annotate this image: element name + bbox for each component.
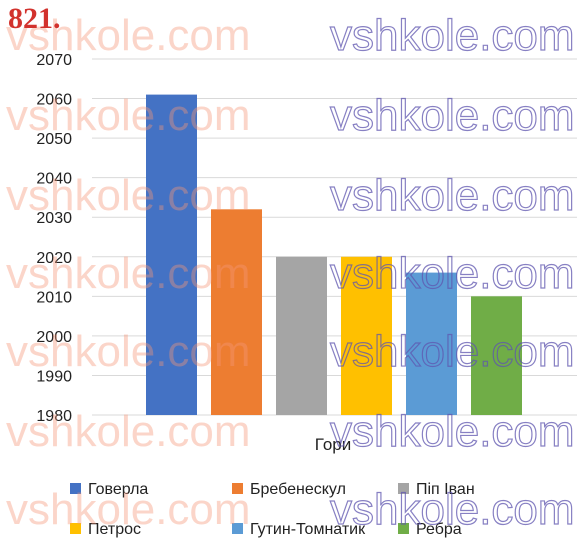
- y-tick-label: 2040: [36, 171, 72, 188]
- y-tick-label: 1980: [36, 408, 72, 425]
- bar-5: [406, 272, 457, 415]
- legend-label: Петрос: [88, 521, 141, 538]
- legend-label: Бребенескул: [250, 481, 346, 498]
- y-axis-tick-labels: 1980 1990 2000 2010 2020 2030 2040 2050 2060 2070: [36, 52, 72, 425]
- bars: [146, 94, 522, 415]
- legend: Говерла Бребенескул Піп Іван Петрос Гутин-То…: [70, 481, 475, 538]
- bar-2: [211, 209, 262, 415]
- bar-3: [276, 256, 327, 415]
- y-tick-label: 2020: [36, 250, 72, 267]
- y-tick-label: 2030: [36, 210, 72, 227]
- legend-swatch: [398, 523, 409, 534]
- y-tick-label: 2070: [36, 52, 72, 69]
- legend-label: Ребра: [416, 521, 462, 538]
- x-axis-title: Гори: [315, 435, 351, 454]
- legend-label: Гутин-Томнатик: [250, 521, 366, 538]
- legend-swatch: [232, 523, 243, 534]
- problem-number: 821.: [8, 2, 61, 35]
- legend-swatch: [398, 483, 409, 494]
- legend-label: Піп Іван: [416, 481, 475, 498]
- bar-1: [146, 94, 197, 415]
- legend-swatch: [70, 483, 81, 494]
- y-tick-label: 1990: [36, 368, 72, 385]
- legend-swatch: [70, 523, 81, 534]
- legend-label: Говерла: [88, 481, 148, 498]
- y-tick-label: 2000: [36, 329, 72, 346]
- y-tick-label: 2010: [36, 289, 72, 306]
- bar-4: [341, 256, 392, 415]
- legend-swatch: [232, 483, 243, 494]
- bar-6: [471, 296, 522, 415]
- y-tick-label: 2050: [36, 131, 72, 148]
- y-tick-label: 2060: [36, 92, 72, 109]
